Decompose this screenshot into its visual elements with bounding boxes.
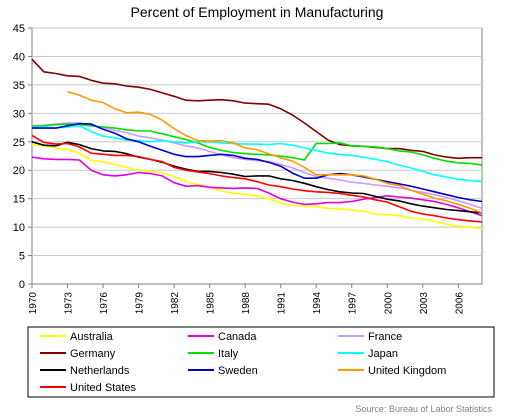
plot-border [31,27,483,285]
series-line-sweden [32,122,483,203]
y-tick-label: 0 [19,279,25,291]
series-line-canada [31,156,483,217]
x-tick-label: 2006 [454,292,465,315]
legend: Australia Canada France Germany Italy Japan Ne… [27,326,495,398]
x-tick-label: 1991 [277,292,288,315]
series-lines [31,58,483,230]
y-axis-tick-labels: 0 5 10 15 20 25 30 35 40 45 [13,23,25,291]
x-tick-label: 2000 [383,292,394,315]
legend-label: Japan [368,348,398,360]
y-tick-label: 35 [13,80,25,92]
x-tick-label: 1970 [28,292,39,315]
plot-area [31,27,483,285]
legend-label: Sweden [218,365,258,377]
series-line-united-states [31,134,483,223]
chart-title: Percent of Employment in Manufacturing [131,4,384,20]
y-tick-label: 30 [13,108,25,120]
x-axis-tick-labels: 1970 1973 1976 1979 1982 1985 1988 1991 1994 1997… [28,284,465,314]
legend-label: United States [70,382,137,394]
legend-label: Canada [218,331,257,343]
source-note: Source: Bureau of Labor Statistics [355,404,492,414]
x-tick-label: 1985 [206,292,217,315]
x-tick-label: 1982 [170,292,181,315]
legend-label: Australia [70,331,114,343]
series-line-germany [31,58,482,160]
x-tick-label: 1976 [99,292,110,315]
series-line-netherlands [31,141,483,214]
legend-label: Germany [70,348,116,360]
x-tick-label: 1997 [348,292,359,315]
y-tick-label: 25 [13,137,25,149]
x-tick-label: 1979 [135,292,146,315]
y-tick-label: 5 [19,251,25,263]
y-tick-label: 20 [13,165,25,177]
x-tick-label: 1994 [312,292,323,315]
y-tick-label: 45 [13,23,25,35]
gridlines [28,27,482,285]
x-tick-label: 2003 [419,292,430,315]
legend-label: Italy [218,348,239,360]
y-tick-label: 10 [13,222,25,234]
x-tick-label: 1988 [241,292,252,315]
series-line-japan [31,125,483,183]
legend-box [27,326,495,398]
series-line-united-kingdom [67,90,483,214]
series-line-italy [31,123,483,166]
x-tick-label: 1973 [64,292,75,315]
series-line-australia [31,143,483,230]
legend-label: United Kingdom [368,365,446,377]
legend-label: France [368,331,402,343]
y-tick-label: 15 [13,194,25,206]
legend-label: Netherlands [70,365,130,377]
y-tick-label: 40 [13,51,25,63]
